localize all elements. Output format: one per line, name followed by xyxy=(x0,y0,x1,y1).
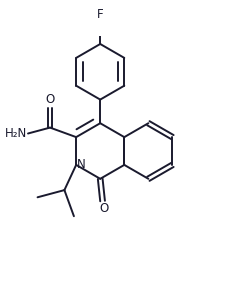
Text: O: O xyxy=(99,202,108,215)
Text: F: F xyxy=(97,8,103,21)
Text: O: O xyxy=(45,94,55,107)
Text: H₂N: H₂N xyxy=(5,127,27,140)
Text: N: N xyxy=(77,158,86,171)
